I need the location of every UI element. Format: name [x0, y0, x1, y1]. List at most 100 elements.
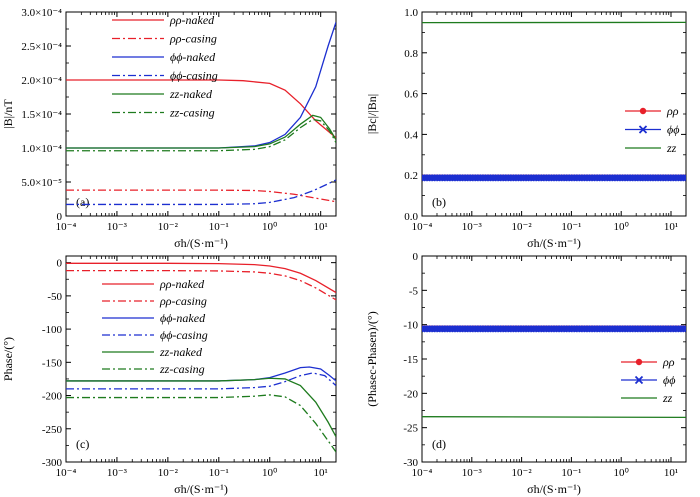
- legend-entry: zz-casing: [112, 106, 215, 120]
- y-axis-label: Phase/(°): [1, 337, 15, 381]
- x-tick-label: 10⁰: [613, 467, 629, 479]
- marker-point: [680, 325, 686, 333]
- legend-label: ρρ-naked: [169, 13, 215, 27]
- x-tick-label: 10⁻⁴: [412, 221, 433, 233]
- panel-tag: (d): [432, 437, 446, 451]
- legend-label: zz-naked: [169, 87, 213, 101]
- x-tick-label: 10⁻³: [462, 467, 483, 479]
- plot-frame: [65, 255, 337, 463]
- x-tick-label: 10⁻²: [158, 221, 179, 233]
- legend-marker: [639, 107, 647, 115]
- panel-tag: (b): [432, 195, 446, 209]
- legend-entry: ρρ-casing: [112, 32, 217, 46]
- x-axis-label: σh/(S·m⁻¹): [174, 236, 228, 250]
- x-tick-label: 10¹: [664, 221, 678, 233]
- y-tick-label: -300: [42, 457, 63, 469]
- legend-label: ρρ: [666, 104, 679, 118]
- legend-label: zz-casing: [159, 362, 205, 376]
- legend-entry: ρρ: [621, 355, 675, 369]
- y-tick-label: -20: [403, 388, 418, 400]
- legend-entry: ϕϕ: [621, 373, 675, 387]
- legend-label: zz: [662, 391, 673, 405]
- x-tick-label: 10⁻¹: [209, 467, 229, 479]
- series-line-ϕϕ-casing: [66, 372, 336, 390]
- x-tick-label: 10⁰: [262, 221, 278, 233]
- legend-entry: ρρ: [625, 104, 679, 118]
- y-tick-label: 0: [413, 251, 419, 263]
- series-line-zz: [422, 416, 686, 419]
- y-tick-label: 1.5×10⁻⁴: [21, 109, 62, 121]
- x-tick-label: 10⁻⁴: [412, 467, 433, 479]
- series-line-ρρ-naked: [66, 262, 336, 294]
- x-tick-label: 10⁻²: [512, 467, 533, 479]
- y-tick-label: 0: [57, 258, 63, 270]
- panel-c: 10⁻⁴ 10⁻³ 10⁻² 10⁻¹ 10⁰ 10¹ 0 -50 -100 -150 -200 -2…: [1, 255, 337, 496]
- legend-label: ρρ: [662, 355, 675, 369]
- x-tick-label: 10⁻³: [107, 221, 128, 233]
- y-tick-label: 0.6: [404, 89, 418, 101]
- x-axis-label: σh/(S·m⁻¹): [174, 482, 228, 496]
- y-tick-label: 0.8: [404, 48, 418, 60]
- y-tick-label: 0.0: [404, 211, 418, 223]
- y-tick-label: -250: [42, 424, 63, 436]
- series-line-ρρ-casing: [66, 269, 336, 301]
- legend-entry: ρρ-naked: [102, 277, 205, 291]
- marker-point: [682, 325, 686, 333]
- panel-b: 10⁻⁴ 10⁻³ 10⁻² 10⁻¹ 10⁰ 10¹ 0.0 0.2 0.4 0.6 0.8 1.0…: [365, 7, 687, 250]
- plot-frame: [421, 255, 687, 463]
- legend-entry: zz: [621, 391, 673, 405]
- y-tick-label: 2.0×10⁻⁴: [21, 75, 62, 87]
- y-tick-label: -100: [42, 324, 63, 336]
- legend-entry: zz-naked: [112, 87, 213, 101]
- series-markers-ϕϕ: [422, 174, 686, 182]
- legend-label: ρρ-casing: [169, 32, 217, 46]
- y-tick-label: -200: [42, 391, 63, 403]
- x-tick-label: 10⁰: [262, 467, 278, 479]
- y-axis-label: |B|/nT: [1, 99, 15, 129]
- y-axis-label: (Phasec-Phasen)/(°): [365, 311, 379, 406]
- x-tick-label: 10⁻²: [158, 467, 179, 479]
- legend-label: ϕϕ-naked: [160, 311, 206, 325]
- x-axis-label: σh/(S·m⁻¹): [527, 482, 581, 496]
- legend-marker: [635, 358, 643, 366]
- y-tick-label: -10: [403, 320, 418, 332]
- y-tick-label: -25: [403, 423, 418, 435]
- legend-entry: zz-naked: [102, 345, 203, 359]
- legend-label: ϕϕ: [667, 123, 679, 137]
- x-tick-label: 10¹: [314, 467, 328, 479]
- y-tick-label: -5: [409, 285, 419, 297]
- legend-label: ρρ-naked: [159, 277, 205, 291]
- y-tick-label: -150: [42, 357, 63, 369]
- legend-marker: [638, 125, 648, 134]
- panel-d: 10⁻⁴ 10⁻³ 10⁻² 10⁻¹ 10⁰ 10¹ 0 -5 -10 -15 -20 -25 -30…: [365, 251, 687, 496]
- y-tick-label: 5.0×10⁻⁵: [21, 177, 62, 189]
- legend-entry: ϕϕ-naked: [102, 311, 206, 325]
- x-tick-label: 10⁻¹: [561, 467, 581, 479]
- y-tick-label: 2.5×10⁻⁴: [21, 41, 62, 53]
- legend-label: ϕϕ: [663, 373, 675, 387]
- y-tick-label: -15: [403, 354, 418, 366]
- panel-tag: (c): [76, 437, 89, 451]
- legend-entry: ϕϕ-naked: [112, 50, 216, 64]
- legend-entry: ρρ-naked: [112, 13, 215, 27]
- y-tick-label: 0: [57, 211, 63, 223]
- legend-label: ϕϕ-casing: [160, 328, 208, 342]
- legend-marker: [634, 375, 644, 385]
- legend-entry: ϕϕ: [625, 123, 679, 137]
- legend-entry: ϕϕ-casing: [112, 69, 218, 83]
- series-line-ϕϕ-casing: [66, 179, 336, 206]
- x-tick-label: 10⁻⁴: [56, 467, 77, 479]
- x-axis-label: σh/(S·m⁻¹): [527, 236, 581, 250]
- x-tick-label: 10⁻⁴: [56, 221, 77, 233]
- y-tick-label: 1.0: [404, 7, 418, 19]
- marker-point: [680, 174, 686, 182]
- y-tick-label: 3.0×10⁻⁴: [21, 7, 62, 19]
- series-line-ρρ-casing: [66, 189, 336, 203]
- y-tick-label: -30: [403, 457, 418, 469]
- x-tick-label: 10¹: [664, 467, 678, 479]
- legend-entry: ϕϕ-casing: [102, 328, 208, 342]
- panel-tag: (a): [76, 195, 89, 209]
- series-line-zz-casing: [66, 118, 336, 152]
- y-tick-label: 1.0×10⁻⁴: [21, 143, 62, 155]
